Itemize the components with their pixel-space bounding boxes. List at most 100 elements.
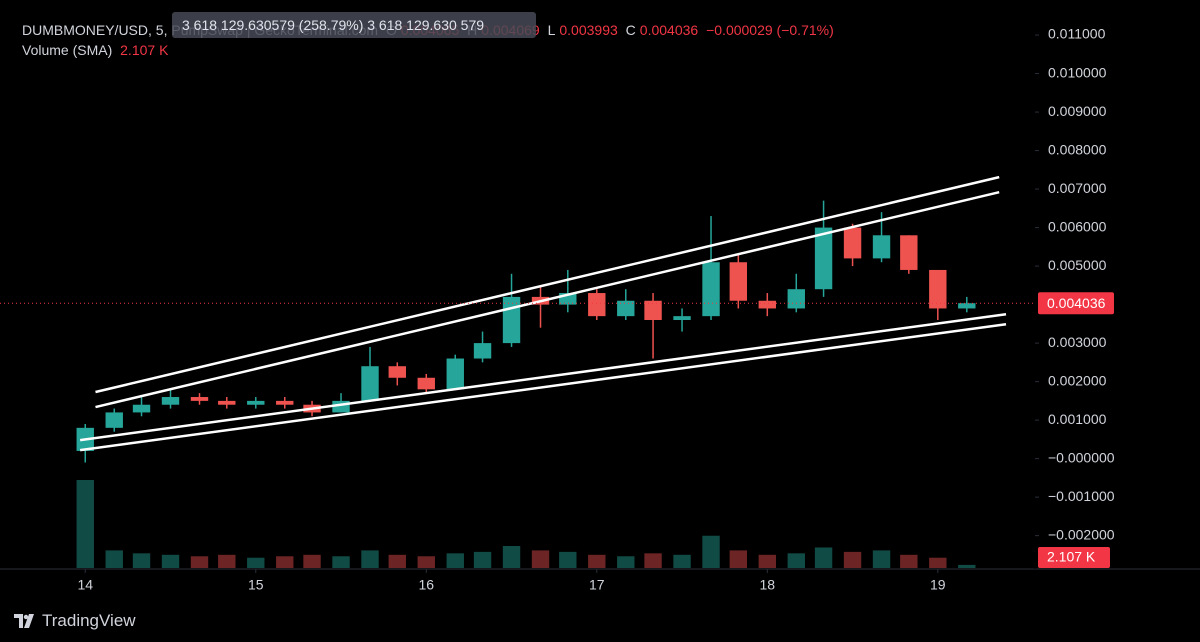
volume-bar (617, 556, 635, 568)
candle-body (929, 269, 947, 309)
candle-body (588, 293, 606, 317)
volume-value: 2.107 K (120, 42, 169, 58)
candle-body (900, 235, 918, 270)
volume-bar (388, 554, 406, 568)
candle-body (417, 377, 435, 390)
volume-bar (247, 557, 265, 568)
volume-bar (361, 550, 379, 568)
trendline (95, 190, 1000, 409)
volume-bar (588, 554, 606, 568)
volume-bar (929, 557, 947, 568)
candle-body (559, 293, 577, 305)
volume-bar (729, 550, 748, 568)
candle-body (276, 400, 294, 405)
candle-body (105, 412, 123, 428)
logo (14, 614, 34, 628)
candle-body (502, 296, 521, 344)
volume-bar (446, 553, 464, 568)
x-tick-label: 18 (760, 577, 776, 593)
volume-bar (105, 550, 123, 568)
candle-body (218, 400, 236, 405)
volume-bar (76, 480, 94, 568)
volume-bar (559, 551, 577, 568)
volume-bar (190, 556, 209, 568)
y-tick-label: 0.011000 (1048, 26, 1106, 42)
volume-bar (332, 556, 350, 568)
last-price-tag (1038, 292, 1114, 315)
x-axis-area (0, 568, 1200, 602)
candle-body (161, 397, 180, 405)
candle-body (473, 343, 492, 359)
volume-bar (958, 564, 976, 568)
x-tick-label: 19 (930, 577, 946, 593)
volume-bar (132, 553, 151, 568)
y-tick-label: 0.009000 (1048, 103, 1107, 119)
volume-bar (276, 556, 294, 568)
candle-body (787, 289, 805, 309)
volume-bar (161, 554, 180, 568)
volume-bar (218, 554, 236, 568)
candle-body (673, 316, 691, 321)
volume-tag (1038, 547, 1110, 568)
candle-body (190, 397, 209, 401)
volume-bar (502, 546, 521, 568)
tooltip: 3 618 129.630579 (258.79%) 3 618 129.630… (172, 12, 536, 38)
y-tick-label: 0.010000 (1048, 64, 1107, 80)
volume-header: Volume (SMA) 2.107 K (22, 42, 172, 58)
candle-body (843, 227, 862, 259)
y-tick-label: 0.008000 (1048, 141, 1107, 157)
trendline (95, 175, 1000, 394)
ohlc-label: C (625, 22, 636, 38)
y-tick-label: −0.001000 (1048, 488, 1115, 504)
volume-bar (758, 554, 776, 568)
volume-bar (673, 554, 691, 568)
candle-body (702, 262, 720, 317)
volume-bar (872, 550, 891, 568)
y-tick-label: 0.005000 (1048, 257, 1107, 273)
change-label: −0.000029 (−0.71%) (706, 22, 834, 38)
volume-bar (814, 547, 833, 568)
candle-body (446, 358, 464, 390)
last-price-label: 0.004036 (1047, 295, 1106, 311)
candle-body (644, 300, 662, 321)
brand-name: TradingView (42, 611, 136, 630)
volume-tag-label: 2.107 K (1047, 549, 1096, 565)
volume-bar (702, 535, 720, 568)
y-tick-label: 0.003000 (1048, 334, 1107, 350)
volume-bar (900, 554, 918, 568)
candle-body (247, 400, 265, 405)
candle-body (361, 366, 379, 401)
volume-bar (644, 553, 662, 568)
x-tick-label: 14 (77, 577, 93, 593)
volume-bar (303, 554, 321, 568)
candle-body (617, 300, 635, 317)
x-tick-label: 15 (248, 577, 264, 593)
candle-body (388, 366, 406, 378)
candle-body (814, 227, 833, 290)
candle-body (729, 262, 748, 301)
volume-title: Volume (SMA) (22, 42, 113, 58)
trendline (79, 323, 1007, 452)
candle-body (758, 300, 776, 309)
candle-body (132, 404, 151, 413)
y-tick-label: −0.000000 (1048, 449, 1115, 465)
candle-body (332, 400, 350, 413)
volume-bar (787, 553, 805, 568)
volume-bar (473, 551, 492, 568)
branding: TradingView (14, 611, 136, 631)
volume-bar (531, 550, 550, 568)
x-tick-label: 16 (418, 577, 434, 593)
candle-body (958, 303, 976, 309)
y-tick-label: −0.002000 (1048, 526, 1115, 542)
trendline (79, 312, 1007, 442)
y-tick-label: 0.007000 (1048, 180, 1107, 196)
y-tick-label: 0.001000 (1048, 411, 1107, 427)
volume-bar (843, 551, 862, 568)
ohlc-value: 0.003993 (559, 22, 618, 38)
y-tick-label: 0.002000 (1048, 372, 1107, 388)
ohlc-label: L (547, 22, 556, 38)
volume-bar (417, 556, 435, 568)
y-tick-label: 0.006000 (1048, 218, 1107, 234)
